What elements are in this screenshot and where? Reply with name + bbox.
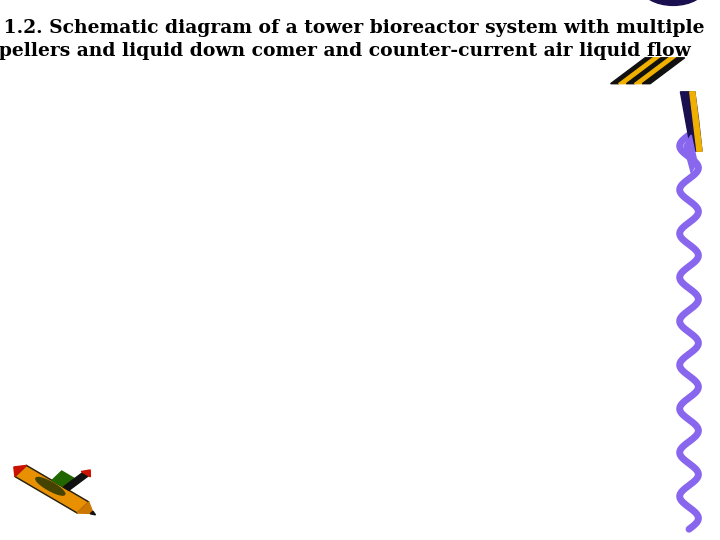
Polygon shape [77, 502, 94, 514]
Polygon shape [680, 92, 702, 151]
Ellipse shape [641, 0, 706, 5]
Polygon shape [684, 135, 697, 173]
Polygon shape [52, 471, 76, 489]
Polygon shape [90, 511, 96, 515]
Polygon shape [15, 465, 89, 513]
Polygon shape [642, 58, 685, 84]
Polygon shape [618, 58, 661, 84]
Polygon shape [690, 92, 702, 151]
Polygon shape [36, 477, 65, 495]
Polygon shape [611, 58, 653, 84]
Polygon shape [634, 58, 677, 84]
Polygon shape [626, 58, 669, 84]
Polygon shape [81, 470, 90, 477]
Polygon shape [14, 465, 27, 476]
Polygon shape [63, 471, 89, 490]
Text: Fig. 1.2. Schematic diagram of a tower bioreactor system with multiple
impellers: Fig. 1.2. Schematic diagram of a tower b… [0, 19, 705, 60]
